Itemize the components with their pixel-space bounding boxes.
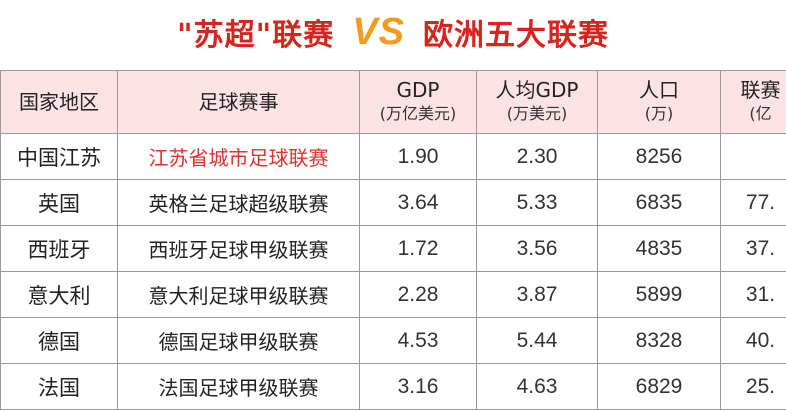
table-header-row: 国家地区 足球赛事 GDP (万亿美元) 人均GDP (万美元) 人口 (万) 联赛(… [0,70,786,134]
cell-league-value: 31. [720,271,786,318]
cell-gdp-per-capita: 2.30 [476,133,598,180]
cell-league: 西班牙足球甲级联赛 [117,225,360,272]
cell-gdp: 1.72 [359,225,477,272]
header-league: 足球赛事 [117,70,360,134]
cell-gdp: 4.53 [359,317,477,364]
cell-population: 5899 [597,271,721,318]
cell-gdp: 3.64 [359,179,477,226]
header-league-value: 联赛 (亿 [720,70,786,134]
table-row: 德国 德国足球甲级联赛 4.53 5.44 8328 40. [0,317,786,364]
comparison-table: 国家地区 足球赛事 GDP (万亿美元) 人均GDP (万美元) 人口 (万) 联赛(… [0,70,786,410]
cell-gdp: 3.16 [359,363,477,410]
cell-league-value [720,133,786,180]
header-region: 国家地区 [0,70,118,134]
cell-population: 6829 [597,363,721,410]
table-row: 法国 法国足球甲级联赛 3.16 4.63 6829 25. [0,363,786,410]
cell-region: 中国江苏 [0,133,118,180]
cell-population: 8256 [597,133,721,180]
cell-gdp: 1.90 [359,133,477,180]
cell-league-value: 25. [720,363,786,410]
cell-league: 江苏省城市足球联赛 [117,133,360,180]
title-right: 欧洲五大联赛 [422,18,609,53]
cell-league: 意大利足球甲级联赛 [117,271,360,318]
cell-region: 英国 [0,179,118,226]
cell-gdp-per-capita: 5.44 [476,317,598,364]
cell-population: 6835 [597,179,721,226]
cell-population: 4835 [597,225,721,272]
cell-region: 德国 [0,317,118,364]
header-gdp-per-capita: 人均GDP (万美元) [476,70,598,134]
cell-gdp-per-capita: 4.63 [476,363,598,410]
table-row: 中国江苏 江苏省城市足球联赛 1.90 2.30 8256 [0,133,786,180]
table-row: 西班牙 西班牙足球甲级联赛 1.72 3.56 4835 37. [0,225,786,272]
cell-league-value: 77. [720,179,786,226]
header-gdp: GDP (万亿美元) [359,70,477,134]
cell-gdp-per-capita: 3.56 [476,225,598,272]
cell-league-value: 40. [720,317,786,364]
title-vs: VS [352,10,405,53]
table-row: 英国 英格兰足球超级联赛 3.64 5.33 6835 77. [0,179,786,226]
cell-league: 英格兰足球超级联赛 [117,179,360,226]
table-row: 意大利 意大利足球甲级联赛 2.28 3.87 5899 31. [0,271,786,318]
page-title: "苏超"联赛 VS 欧洲五大联赛 [0,0,786,64]
cell-region: 意大利 [0,271,118,318]
cell-league: 法国足球甲级联赛 [117,363,360,410]
cell-region: 法国 [0,363,118,410]
header-population: 人口 (万) [597,70,721,134]
title-left: "苏超"联赛 [177,18,335,53]
cell-gdp-per-capita: 5.33 [476,179,598,226]
cell-league-value: 37. [720,225,786,272]
cell-population: 8328 [597,317,721,364]
cell-region: 西班牙 [0,225,118,272]
cell-league: 德国足球甲级联赛 [117,317,360,364]
cell-gdp: 2.28 [359,271,477,318]
cell-gdp-per-capita: 3.87 [476,271,598,318]
